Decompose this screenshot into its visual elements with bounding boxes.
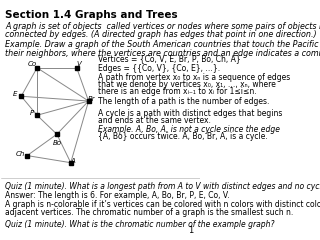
Text: A cycle is a path with distinct edges that begins: A cycle is a path with distinct edges th… [99,109,283,118]
Text: Answer: The length is 6. For example, A, Bo, Br, P, E, Co, V.: Answer: The length is 6. For example, A,… [5,191,230,200]
Text: P: P [29,110,34,116]
Text: Quiz (1 minute). What is the chromatic number of the example graph?: Quiz (1 minute). What is the chromatic n… [5,220,275,229]
Text: Bo: Bo [53,140,62,146]
Text: Quiz (1 minute). What is a longest path from A to V with distinct edges and no c: Quiz (1 minute). What is a longest path … [5,182,320,191]
Text: Example. Draw a graph of the South American countries that touch the Pacific Oce: Example. Draw a graph of the South Ameri… [5,40,320,49]
Text: The length of a path is the number of edges.: The length of a path is the number of ed… [99,97,270,106]
Text: Co: Co [28,60,37,66]
Text: E: E [13,91,17,97]
Text: A path from vertex x₀ to xₙ is a sequence of edges: A path from vertex x₀ to xₙ is a sequenc… [99,73,291,82]
Text: their neighbors, where the vertices are countries and an edge indicates a common: their neighbors, where the vertices are … [5,49,320,58]
Text: {A, Bo} occurs twice. A, Bo, Br, A, is a cycle.: {A, Bo} occurs twice. A, Bo, Br, A, is a… [99,132,268,141]
Text: A graph is set of objects  called vertices or nodes where some pairs of objects : A graph is set of objects called vertice… [5,22,320,30]
Text: there is an edge from xᵢ₋₁ to xᵢ for 1≤i≤n.: there is an edge from xᵢ₋₁ to xᵢ for 1≤i… [99,87,257,96]
Text: Edges = {{Co, V}, {Co, E}, …}.: Edges = {{Co, V}, {Co, E}, …}. [99,64,220,72]
Text: Ch: Ch [16,151,26,157]
Text: Section 1.4 Graphs and Trees: Section 1.4 Graphs and Trees [5,10,178,20]
Text: A graph is n-colorable if it’s vertices can be colored with n colors with distin: A graph is n-colorable if it’s vertices … [5,200,320,209]
Text: Vertices = {Co, V, E, Br, P, Bo, Ch, A}: Vertices = {Co, V, E, Br, P, Bo, Ch, A} [99,54,241,63]
Text: 1: 1 [188,226,194,235]
Text: connected by edges. (A directed graph has edges that point in one direction.): connected by edges. (A directed graph ha… [5,30,317,39]
Text: A: A [71,158,76,164]
Text: that we denote by vertices x₀, x₁, …, xₙ, where: that we denote by vertices x₀, x₁, …, xₙ… [99,80,276,89]
Text: V: V [77,60,81,66]
Text: and ends at the same vertex.: and ends at the same vertex. [99,116,211,125]
Text: Example. A, Bo, A, is not a cycle since the edge: Example. A, Bo, A, is not a cycle since … [99,125,280,134]
Text: Br: Br [88,96,96,102]
Text: adjacent vertices. The chromatic number of a graph is the smallest such n.: adjacent vertices. The chromatic number … [5,208,294,217]
